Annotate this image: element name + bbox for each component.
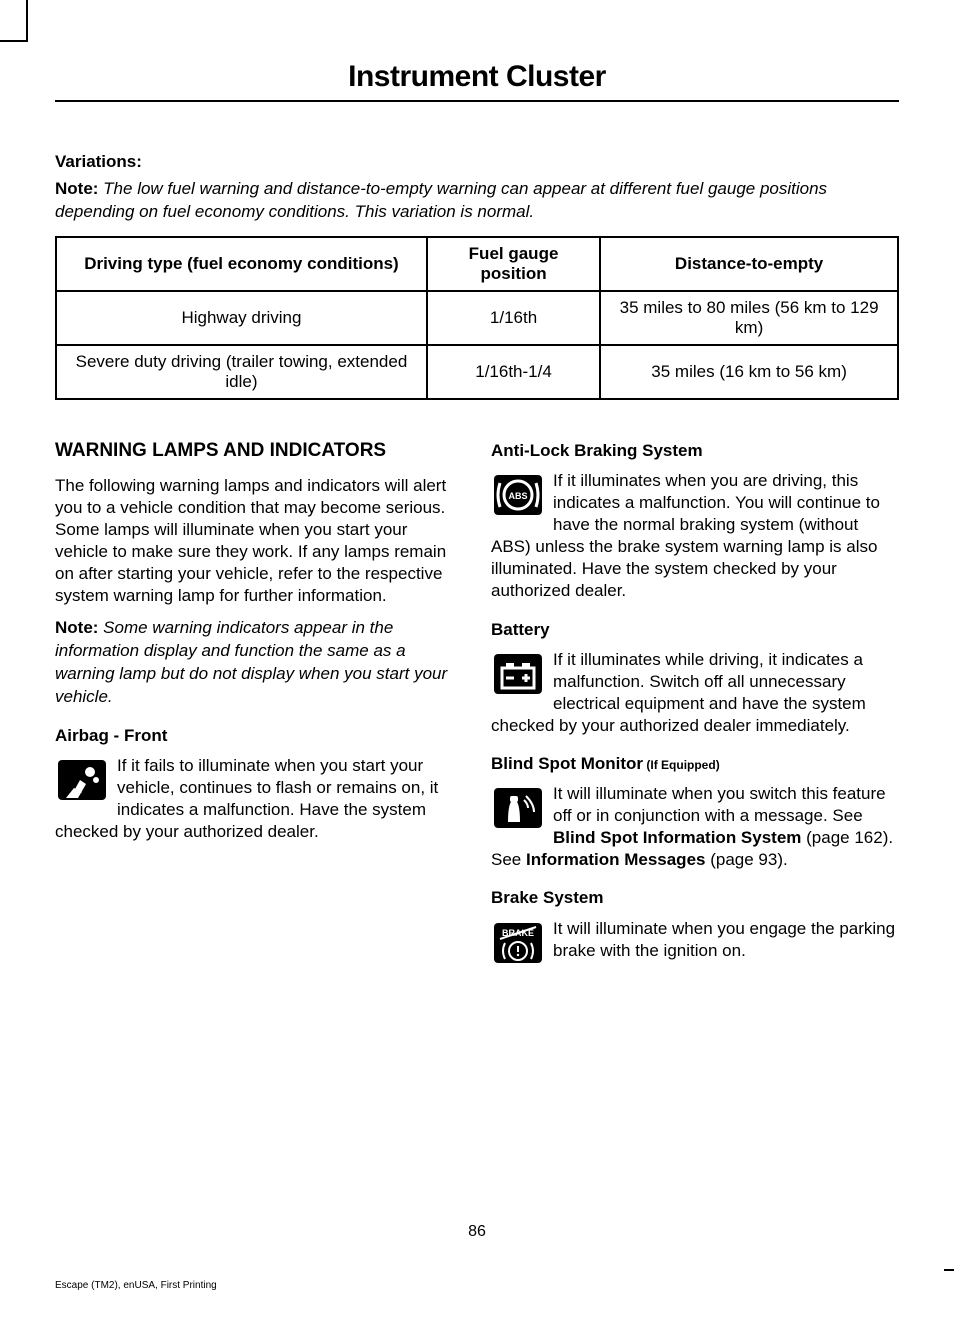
blindspot-link-1: Blind Spot Information System [553, 828, 801, 847]
abs-title: Anti-Lock Braking System [491, 440, 899, 462]
cell: 1/16th-1/4 [427, 345, 600, 399]
note-text: The low fuel warning and distance-to-emp… [55, 179, 827, 221]
battery-icon [491, 651, 545, 697]
abs-text: If it illuminates when you are driving, … [491, 471, 880, 600]
note-text: Some warning indicators appear in the in… [55, 618, 447, 706]
abs-block: ABS If it illuminates when you are drivi… [491, 470, 899, 603]
battery-text: If it illuminates while driving, it indi… [491, 650, 866, 735]
intro-para: The following warning lamps and indicato… [55, 475, 463, 608]
crop-mark-tl [0, 0, 28, 42]
blindspot-link-2: Information Messages [526, 850, 706, 869]
page-number: 86 [0, 1223, 954, 1241]
airbag-text: If it fails to illuminate when you start… [55, 756, 438, 841]
blindspot-block: It will illuminate when you switch this … [491, 783, 899, 871]
left-note: Note: Some warning indicators appear in … [55, 617, 463, 709]
page-header: Instrument Cluster [55, 60, 899, 102]
blindspot-title: Blind Spot Monitor (If Equipped) [491, 753, 899, 775]
cell: 35 miles to 80 miles (56 km to 129 km) [600, 291, 898, 345]
cell: 1/16th [427, 291, 600, 345]
table-row: Highway driving 1/16th 35 miles to 80 mi… [56, 291, 898, 345]
airbag-icon [55, 757, 109, 803]
footer-text: Escape (TM2), enUSA, First Printing [55, 1280, 217, 1291]
blindspot-page-2: (page 93). [705, 850, 787, 869]
page-title: Instrument Cluster [55, 60, 899, 94]
cell: Highway driving [56, 291, 427, 345]
airbag-title: Airbag - Front [55, 725, 463, 747]
battery-block: If it illuminates while driving, it indi… [491, 649, 899, 737]
content-columns: WARNING LAMPS AND INDICATORS The followi… [55, 440, 899, 966]
warning-lamps-title: WARNING LAMPS AND INDICATORS [55, 440, 463, 463]
if-equipped-suffix: (If Equipped) [643, 758, 720, 772]
brake-block: BRAKE It will illuminate when you engage… [491, 918, 899, 966]
right-column: Anti-Lock Braking System ABS If it illum… [491, 440, 899, 966]
blindspot-text-1: It will illuminate when you switch this … [553, 784, 886, 825]
brake-title: Brake System [491, 887, 899, 909]
crop-mark-br [944, 1269, 954, 1279]
th-gauge-position: Fuel gauge position [427, 237, 600, 291]
svg-text:ABS: ABS [508, 491, 527, 501]
note-label: Note: [55, 179, 98, 198]
fuel-table: Driving type (fuel economy conditions) F… [55, 236, 899, 400]
table-row: Severe duty driving (trailer towing, ext… [56, 345, 898, 399]
blindspot-title-text: Blind Spot Monitor [491, 754, 643, 773]
note-label: Note: [55, 618, 98, 637]
blindspot-icon [491, 785, 545, 831]
battery-title: Battery [491, 619, 899, 641]
variations-heading: Variations: [55, 152, 899, 172]
brake-text: It will illuminate when you engage the p… [553, 919, 895, 960]
variations-note: Note: The low fuel warning and distance-… [55, 178, 899, 224]
cell: Severe duty driving (trailer towing, ext… [56, 345, 427, 399]
th-distance: Distance-to-empty [600, 237, 898, 291]
cell: 35 miles (16 km to 56 km) [600, 345, 898, 399]
airbag-block: If it fails to illuminate when you start… [55, 755, 463, 843]
th-driving-type: Driving type (fuel economy conditions) [56, 237, 427, 291]
abs-icon: ABS [491, 472, 545, 518]
left-column: WARNING LAMPS AND INDICATORS The followi… [55, 440, 463, 966]
brake-icon: BRAKE [491, 920, 545, 966]
